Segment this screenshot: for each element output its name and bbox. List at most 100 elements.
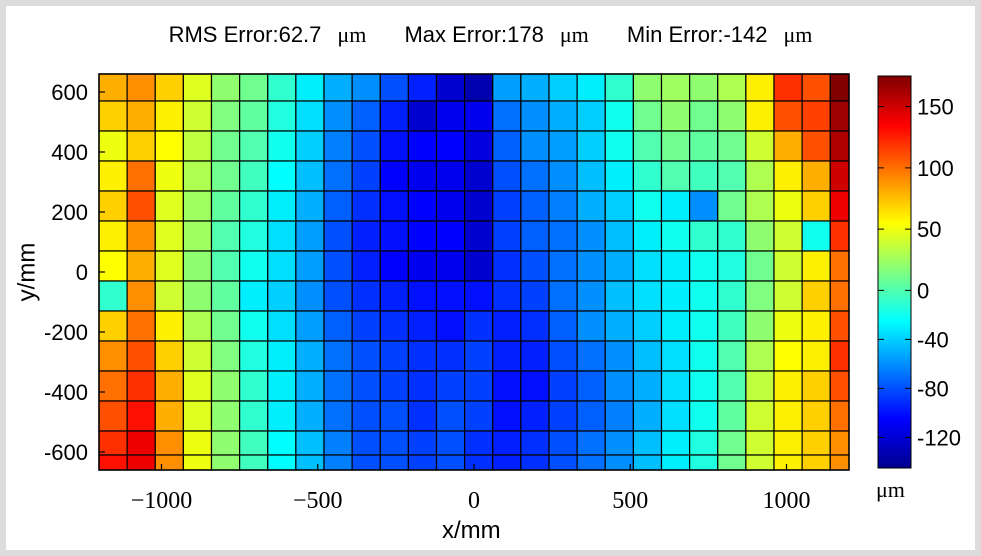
heatmap-cell	[604, 130, 634, 162]
heatmap-cell	[829, 340, 850, 372]
heatmap-cell	[98, 160, 128, 192]
heatmap-cell	[492, 160, 522, 192]
heatmap-cell	[267, 370, 297, 402]
heatmap-cell	[126, 250, 156, 282]
heatmap-cell	[464, 220, 494, 252]
heatmap-cell	[632, 130, 663, 162]
heatmap-cell	[604, 340, 634, 372]
heatmap-cell	[267, 73, 297, 102]
max-error-label: Max Error:178	[404, 22, 544, 47]
heatmap-cell	[717, 310, 747, 342]
heatmap-cell	[210, 73, 241, 102]
heatmap-cell	[801, 430, 831, 456]
heatmap-cell	[745, 250, 775, 282]
heatmap-cell	[239, 310, 269, 342]
heatmap-cell	[407, 430, 438, 456]
heatmap-cell	[660, 430, 691, 456]
heatmap-cell	[660, 400, 691, 432]
heatmap-cell	[689, 190, 719, 222]
heatmap-cell	[773, 130, 803, 162]
heatmap-cell	[520, 250, 550, 282]
heatmap-cell	[689, 400, 719, 432]
heatmap-cell	[576, 220, 606, 252]
heatmap-cell	[829, 310, 850, 342]
heatmap-cell	[154, 340, 184, 372]
x-axis: −1000 −500 0 500 1000	[131, 464, 811, 514]
heatmap-cell	[210, 340, 241, 372]
heatmap-cell	[98, 454, 128, 471]
heatmap-cell	[379, 430, 409, 456]
heatmap-cell	[773, 190, 803, 222]
heatmap-cell	[745, 370, 775, 402]
heatmap-cell	[660, 280, 691, 312]
heatmap-cell	[801, 280, 831, 312]
heatmap-cell	[520, 100, 550, 132]
heatmap-cell	[379, 160, 409, 192]
heatmap-cell	[492, 454, 522, 471]
heatmap-cell	[323, 73, 353, 102]
heatmap-cell	[351, 430, 381, 456]
heatmap-cell	[323, 130, 353, 162]
heatmap-cell	[576, 160, 606, 192]
heatmap-cell	[323, 280, 353, 312]
heatmap-cell	[407, 73, 438, 102]
heatmap-cell	[520, 130, 550, 162]
heatmap-cell	[210, 370, 241, 402]
heatmap-cell	[689, 250, 719, 282]
heatmap-cell	[351, 250, 381, 282]
heatmap-cell	[660, 250, 691, 282]
heatmap-cell	[829, 220, 850, 252]
heatmap-cell	[239, 250, 269, 282]
heatmap-cell	[407, 220, 438, 252]
heatmap-cell	[379, 220, 409, 252]
heatmap-cell	[126, 190, 156, 222]
heatmap-cell	[98, 190, 128, 222]
heatmap-cell	[604, 190, 634, 222]
heatmap-cell	[576, 310, 606, 342]
heatmap-cell	[210, 400, 241, 432]
heatmap-cell	[323, 250, 353, 282]
heatmap-cell	[689, 430, 719, 456]
heatmap-cell	[126, 454, 156, 471]
heatmap-cell	[464, 190, 494, 222]
heatmap-cell	[492, 130, 522, 162]
heatmap-cells	[98, 73, 850, 471]
heatmap-cell	[435, 130, 466, 162]
heatmap-cell	[210, 220, 241, 252]
heatmap-cell	[773, 250, 803, 282]
heatmap-cell	[520, 340, 550, 372]
heatmap-cell	[689, 280, 719, 312]
heatmap-cell	[379, 250, 409, 282]
heatmap-cell	[520, 430, 550, 456]
heatmap-cell	[464, 280, 494, 312]
heatmap-cell	[548, 220, 578, 252]
heatmap-cell	[689, 340, 719, 372]
heatmap-cell	[379, 280, 409, 312]
heatmap-cell	[492, 430, 522, 456]
heatmap-cell	[435, 100, 466, 132]
heatmap-cell	[717, 454, 747, 471]
heatmap-cell	[689, 454, 719, 471]
heatmap-cell	[576, 100, 606, 132]
heatmap-cell	[154, 310, 184, 342]
heatmap-cell	[829, 430, 850, 456]
heatmap-cell	[98, 130, 128, 162]
heatmap-cell	[660, 370, 691, 402]
heatmap-cell	[267, 130, 297, 162]
heatmap-cell	[126, 100, 156, 132]
heatmap-cell	[126, 280, 156, 312]
chart-title: RMS Error:62.7 μm Max Error:178 μm Min Err…	[0, 22, 981, 48]
heatmap-cell	[239, 160, 269, 192]
heatmap-cell	[435, 160, 466, 192]
heatmap-cell	[379, 73, 409, 102]
heatmap-cell	[182, 280, 213, 312]
heatmap-cell	[126, 73, 156, 102]
colorbar-unit: μm	[876, 477, 905, 502]
heatmap-cell	[351, 130, 381, 162]
heatmap-cell	[773, 340, 803, 372]
heatmap-cell	[773, 220, 803, 252]
heatmap-cell	[239, 340, 269, 372]
heatmap-cell	[239, 454, 269, 471]
heatmap-cell	[126, 310, 156, 342]
max-unit: μm	[559, 22, 589, 47]
